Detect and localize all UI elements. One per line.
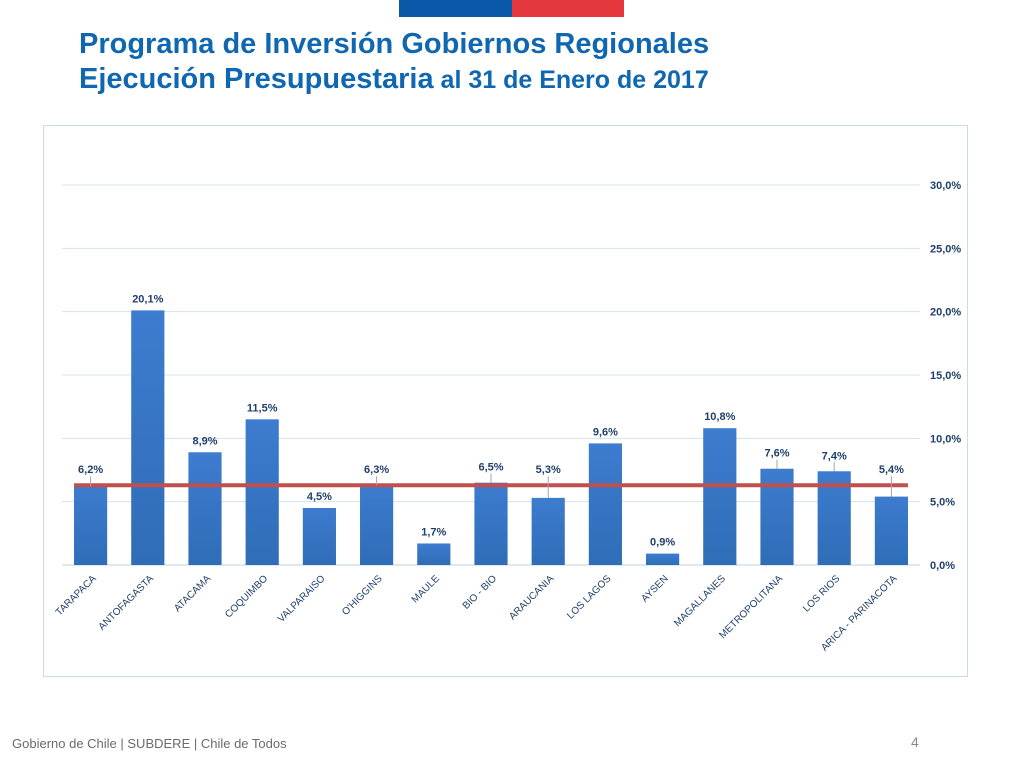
x-tick-label: VALPARAISO: [276, 573, 328, 625]
x-tick-label: METROPOLITANA: [717, 573, 785, 641]
y-tick-label: 5,0%: [930, 497, 955, 509]
bar: [531, 497, 565, 565]
data-label: 5,4%: [879, 464, 904, 476]
bar: [703, 428, 737, 565]
x-tick-label: MAULE: [410, 573, 442, 605]
flag-blue-stripe: [399, 0, 512, 17]
footer-text: Gobierno de Chile | SUBDERE | Chile de T…: [12, 736, 287, 751]
data-label: 0,9%: [650, 537, 675, 549]
bar: [131, 310, 165, 565]
data-label: 5,3%: [536, 464, 561, 476]
x-tick-label: ATACAMA: [172, 573, 213, 614]
x-tick-label: TARAPACA: [54, 573, 99, 618]
y-tick-label: 30,0%: [930, 180, 961, 192]
bar: [360, 485, 394, 565]
bar: [646, 553, 680, 565]
flag-red-stripe: [512, 0, 624, 17]
y-tick-label: 0,0%: [930, 560, 955, 572]
data-label: 6,2%: [78, 464, 103, 476]
data-label: 7,6%: [764, 448, 789, 460]
bar: [302, 508, 336, 565]
x-tick-label: BIO - BIO: [461, 573, 500, 612]
data-label: 4,5%: [307, 491, 332, 503]
title-line-2: Ejecución Presupuestaria al 31 de Enero …: [79, 61, 979, 98]
bar: [474, 482, 508, 565]
data-label: 1,7%: [421, 526, 446, 538]
data-label: 6,5%: [478, 462, 503, 474]
y-tick-label: 10,0%: [930, 433, 961, 445]
x-tick-label: LOS LAGOS: [565, 573, 613, 621]
data-label: 7,4%: [822, 450, 847, 462]
page-title: Programa de Inversión Gobiernos Regional…: [79, 27, 979, 98]
x-tick-label: ARAUCANIA: [507, 573, 556, 622]
data-label: 20,1%: [132, 293, 163, 305]
x-tick-label: AYSEN: [639, 573, 670, 604]
title-line-1: Programa de Inversión Gobiernos Regional…: [79, 28, 710, 60]
x-tick-label: LOS RIOS: [801, 573, 842, 614]
page-number: 4: [911, 734, 919, 750]
x-tick-label: COQUIMBO: [223, 573, 270, 620]
y-tick-label: 25,0%: [930, 243, 961, 255]
bar: [245, 419, 279, 565]
data-label: 8,9%: [192, 435, 217, 447]
y-tick-label: 20,0%: [930, 307, 961, 319]
bar-chart: 6,2% 20,1% 8,9% 11,5% 4,5% 6,3% 1,7% 6,5% 5,3% 9,…: [54, 180, 962, 654]
x-tick-label: MAGALLANES: [672, 573, 728, 629]
x-tick-label: O'HIGGINS: [340, 573, 385, 618]
chart-area: 6,2% 20,1% 8,9% 11,5% 4,5% 6,3% 1,7% 6,5% 5,3% 9,…: [43, 125, 968, 677]
data-label: 9,6%: [593, 426, 618, 438]
bar: [760, 468, 794, 565]
bar: [874, 496, 908, 565]
bar: [588, 443, 622, 565]
data-label: 6,3%: [364, 464, 389, 476]
title-line-2-rest: al 31 de Enero de 2017: [433, 66, 709, 94]
bar: [188, 452, 222, 565]
bar: [417, 543, 451, 565]
data-label: 11,5%: [247, 402, 278, 414]
bar: [74, 486, 108, 565]
data-label: 10,8%: [704, 411, 735, 423]
y-tick-label: 15,0%: [930, 370, 961, 382]
title-line-2-bold: Ejecución Presupuestaria: [79, 63, 434, 95]
x-tick-label: ANTOFAGASTA: [97, 573, 157, 633]
